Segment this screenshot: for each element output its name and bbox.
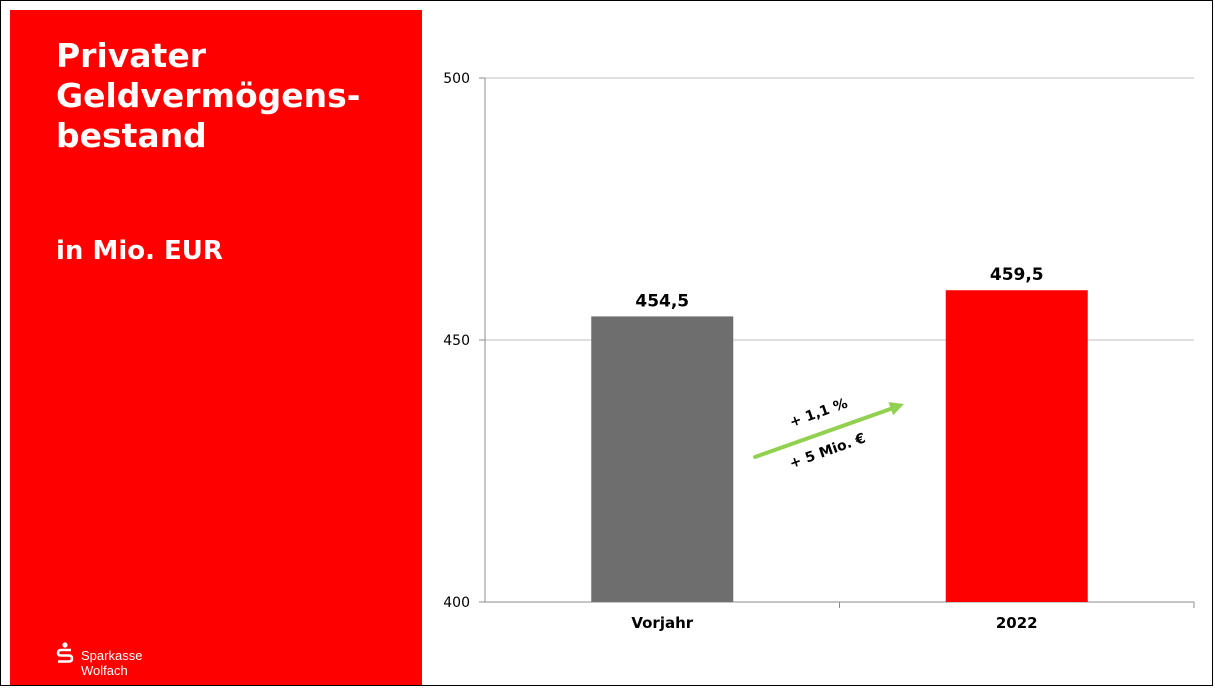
sparkasse-logo: Sparkasse Wolfach — [56, 642, 176, 682]
sparkasse-s-logo-icon — [56, 642, 74, 663]
title-line-2: Geldvermögens- — [56, 76, 361, 115]
title-panel — [10, 10, 422, 685]
y-tick-label: 400 — [443, 595, 470, 611]
bar-1 — [591, 316, 734, 602]
logo-text: Sparkasse Wolfach — [81, 648, 142, 678]
slide-title: Privater Geldvermögens- bestand — [56, 36, 416, 156]
growth-arrow-line — [753, 405, 898, 459]
logo-line-2: Wolfach — [81, 663, 128, 678]
title-line-3: bestand — [56, 116, 207, 155]
data-label: 454,5 — [635, 291, 689, 311]
unit-label: in Mio. EUR — [56, 236, 223, 266]
data-label: 459,5 — [990, 265, 1044, 285]
y-tick-label: 500 — [443, 71, 470, 87]
logo-line-1: Sparkasse — [81, 648, 143, 663]
bar-2 — [945, 290, 1088, 602]
growth-arrow-head — [888, 402, 904, 416]
x-tick-label: 2022 — [996, 614, 1038, 632]
title-line-1: Privater — [56, 36, 206, 75]
annotation-amount: + 5 Mio. € — [788, 430, 868, 472]
x-tick-label: Vorjahr — [631, 614, 693, 632]
y-tick-label: 450 — [443, 333, 470, 349]
